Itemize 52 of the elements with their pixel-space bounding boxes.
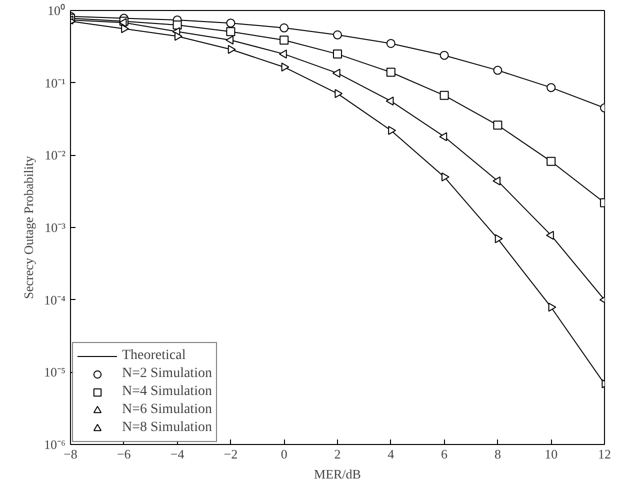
x-tick-label: −6 xyxy=(116,446,132,462)
x-tick-label: 4 xyxy=(388,446,395,462)
point xyxy=(492,176,501,186)
point xyxy=(546,156,556,166)
legend-label: N=6 Simulation xyxy=(122,401,212,419)
x-tick-label: −2 xyxy=(224,446,238,462)
x-tick-label: 0 xyxy=(280,446,288,462)
x-tick-label: 12 xyxy=(598,446,611,462)
point xyxy=(228,44,236,54)
x-tick-label: 6 xyxy=(441,446,448,462)
point xyxy=(332,68,340,78)
x-tick-label: 10 xyxy=(544,446,558,462)
point xyxy=(546,230,554,240)
point xyxy=(226,36,234,45)
point xyxy=(226,18,236,28)
x-tick-label: −8 xyxy=(64,446,78,462)
point xyxy=(493,66,502,75)
legend-label: N=2 Simulation xyxy=(122,365,212,383)
x-tick-label: 8 xyxy=(494,446,501,462)
y-tick-label: 10⁰ xyxy=(48,3,66,18)
y-tick-label: 10⁻¹ xyxy=(44,75,66,90)
x-tick-label: 2 xyxy=(334,446,341,462)
x-tick-label: −4 xyxy=(170,446,185,462)
point xyxy=(441,172,450,182)
y-axis-title: Secrecy Outage Probability xyxy=(20,156,36,299)
point xyxy=(386,96,394,106)
y-tick-label: 10⁻² xyxy=(44,148,66,163)
point xyxy=(226,27,236,36)
legend-label: Theoretical xyxy=(122,347,186,365)
point xyxy=(440,50,449,60)
point xyxy=(440,90,449,100)
point xyxy=(386,68,396,77)
point xyxy=(546,83,556,92)
point xyxy=(493,120,502,130)
point xyxy=(121,24,130,34)
point xyxy=(386,38,396,48)
y-tick-label: 10⁻⁶ xyxy=(44,437,66,452)
point xyxy=(334,89,343,98)
legend-label: N=8 Simulation xyxy=(122,419,212,437)
point xyxy=(333,50,342,59)
x-axis-title: MER/dB xyxy=(314,466,362,482)
point xyxy=(280,23,289,32)
point xyxy=(439,132,448,142)
y-tick-label: 10⁻⁵ xyxy=(44,364,66,380)
y-tick-label: 10⁻⁴ xyxy=(44,292,66,308)
y-tick-label: 10⁻³ xyxy=(44,220,66,235)
point xyxy=(280,36,289,45)
legend-label: N=4 Simulation xyxy=(122,383,212,401)
point xyxy=(281,62,290,72)
point xyxy=(172,20,182,30)
point xyxy=(174,32,182,41)
point xyxy=(333,30,342,40)
